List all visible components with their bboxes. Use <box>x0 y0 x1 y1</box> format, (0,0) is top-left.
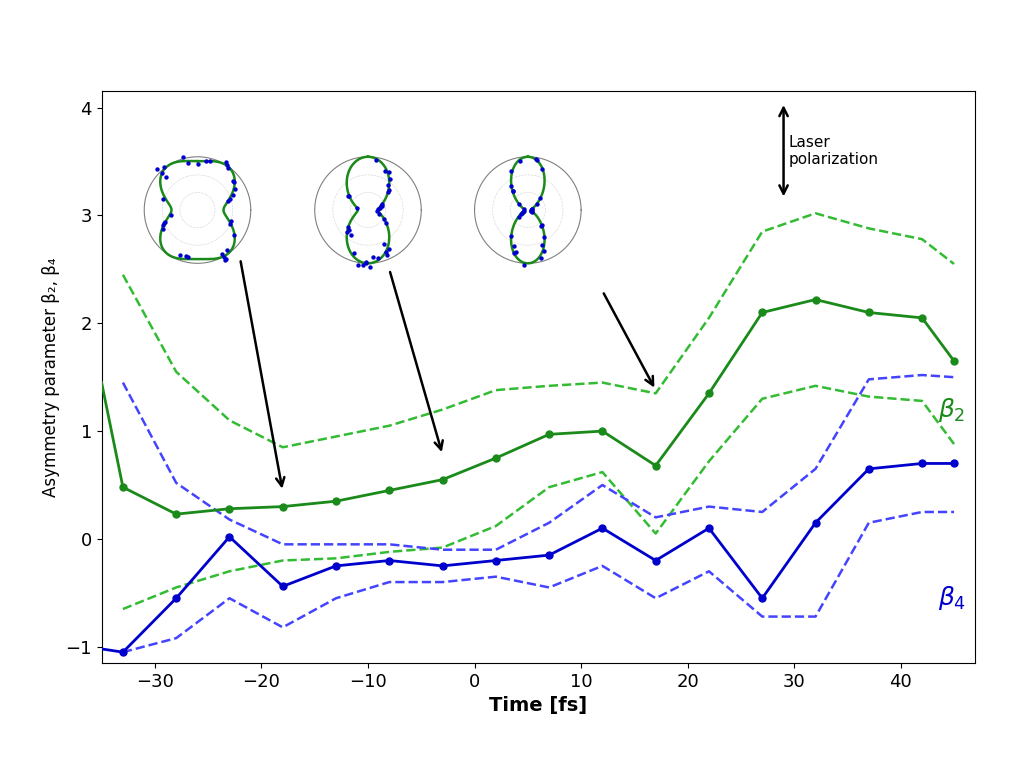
Text: Laser
polarization: Laser polarization <box>788 135 879 167</box>
X-axis label: Time [fs]: Time [fs] <box>490 696 587 716</box>
Y-axis label: Asymmetry parameter β₂, β₄: Asymmetry parameter β₂, β₄ <box>42 258 60 497</box>
Text: $\beta_4$: $\beta_4$ <box>938 584 966 612</box>
Text: $\beta_2$: $\beta_2$ <box>938 395 965 424</box>
